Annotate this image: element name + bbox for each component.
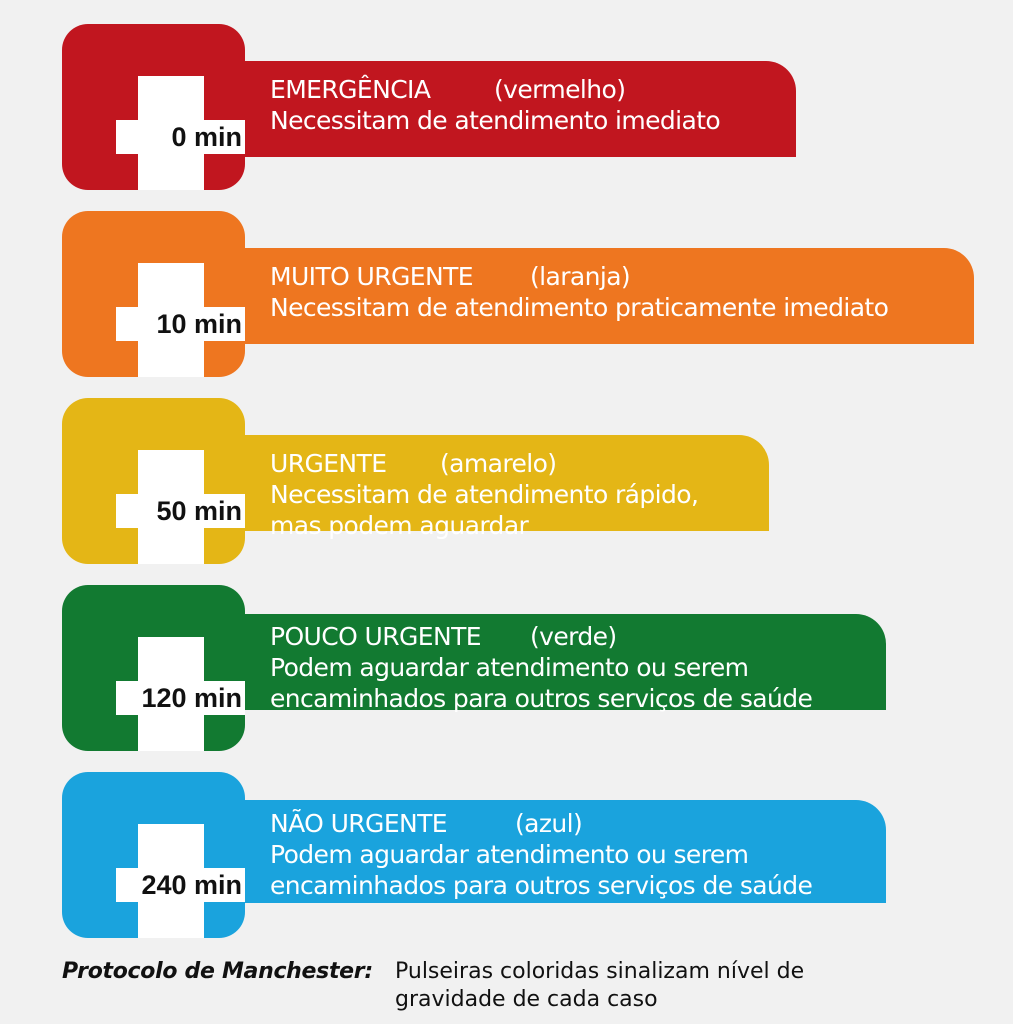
- level-color-name: (laranja): [530, 262, 631, 291]
- level-color-name: (verde): [530, 622, 617, 651]
- level-text: URGENTE (amarelo) Necessitam de atendimen…: [270, 448, 699, 541]
- level-category: URGENTE: [270, 449, 387, 478]
- footer-label: Protocolo de Manchester:: [62, 959, 373, 984]
- level-bar: [245, 248, 974, 344]
- level-bar: [245, 435, 769, 531]
- level-bar: [245, 614, 886, 710]
- level-color-name: (vermelho): [494, 75, 626, 104]
- level-text: EMERGÊNCIA (vermelho) Necessitam de atend…: [270, 74, 721, 136]
- cross-icon-horizontal: [116, 307, 245, 341]
- triage-level-less-urgent: 120 min POUCO URGENTE (verde) Podem aguar…: [0, 585, 1013, 775]
- level-title-line: EMERGÊNCIA (vermelho): [270, 74, 720, 105]
- level-description: encaminhados para outros serviços de saú…: [270, 684, 813, 713]
- level-title-line: POUCO URGENTE (verde): [270, 621, 812, 652]
- cross-icon-horizontal: [116, 120, 245, 154]
- wait-time: 240 min: [141, 870, 242, 900]
- level-text: POUCO URGENTE (verde) Podem aguardar aten…: [270, 621, 813, 714]
- level-category: NÃO URGENTE: [270, 809, 448, 838]
- wait-time: 120 min: [141, 683, 242, 713]
- level-description: mas podem aguardar: [270, 511, 529, 540]
- cross-icon-horizontal: [116, 681, 245, 715]
- level-description: Podem aguardar atendimento ou serem: [270, 840, 749, 869]
- wait-time: 10 min: [156, 309, 242, 339]
- level-description: Necessitam de atendimento imediato: [270, 106, 721, 135]
- level-title-line: MUITO URGENTE (laranja): [270, 261, 888, 292]
- level-color-name: (amarelo): [440, 449, 557, 478]
- wait-time: 0 min: [171, 122, 242, 152]
- level-description: Necessitam de atendimento rápido,: [270, 480, 699, 509]
- triage-level-very-urgent: 10 min MUITO URGENTE (laranja) Necessitam…: [0, 211, 1013, 401]
- level-bar: [245, 800, 886, 903]
- level-color-name: (azul): [515, 809, 583, 838]
- level-category: MUITO URGENTE: [270, 262, 474, 291]
- cross-icon-horizontal: [116, 868, 245, 902]
- level-title-line: URGENTE (amarelo): [270, 448, 698, 479]
- triage-level-emergency: 0 min EMERGÊNCIA (vermelho) Necessitam de…: [0, 24, 1013, 214]
- level-description: encaminhados para outros serviços de saú…: [270, 871, 813, 900]
- cross-icon-horizontal: [116, 494, 245, 528]
- triage-level-non-urgent: 240 min NÃO URGENTE (azul) Podem aguardar…: [0, 772, 1013, 962]
- wait-time: 50 min: [156, 496, 242, 526]
- level-text: MUITO URGENTE (laranja) Necessitam de ate…: [270, 261, 889, 323]
- footer-text: Pulseiras coloridas sinalizam nível de g…: [395, 959, 805, 1012]
- level-category: EMERGÊNCIA: [270, 75, 431, 104]
- level-text: NÃO URGENTE (azul) Podem aguardar atendim…: [270, 808, 813, 901]
- level-title-line: NÃO URGENTE (azul): [270, 808, 812, 839]
- level-description: Necessitam de atendimento praticamente i…: [270, 293, 889, 322]
- triage-level-urgent: 50 min URGENTE (amarelo) Necessitam de at…: [0, 398, 1013, 588]
- level-description: Podem aguardar atendimento ou serem: [270, 653, 749, 682]
- level-bar: [245, 61, 796, 157]
- level-category: POUCO URGENTE: [270, 622, 482, 651]
